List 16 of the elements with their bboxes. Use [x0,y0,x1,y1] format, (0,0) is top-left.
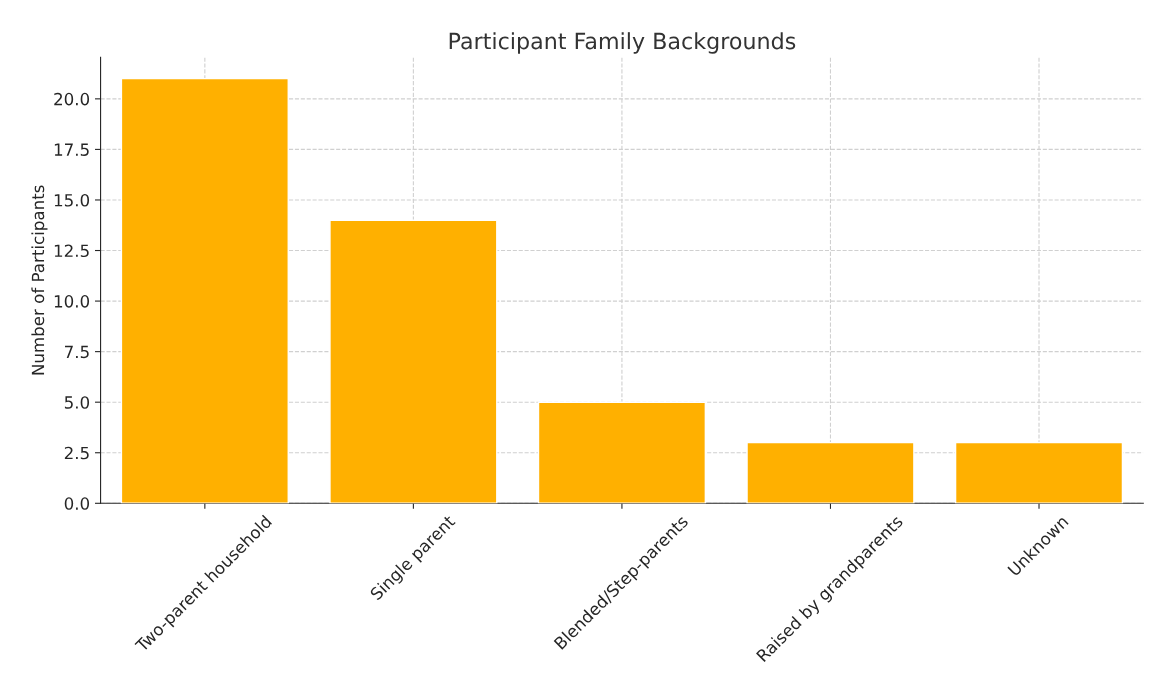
bar [746,441,915,504]
chart-title: Participant Family Backgrounds [449,32,796,54]
bar [954,441,1124,504]
y-tick-label: 5.0 [64,396,90,409]
y-tick-label: 20.0 [54,92,90,106]
y-tick-label: 2.5 [64,446,89,460]
bar [329,219,498,504]
y-tick-label: 7.5 [65,345,89,359]
bar [120,77,289,504]
y-tick-label: 0.0 [64,497,90,510]
y-tick-label: 12.5 [54,244,89,258]
y-tick-label: 15.0 [54,193,90,207]
y-tick-label: 10.0 [54,295,90,308]
y-axis-title: Number of Participants [31,185,48,375]
y-tick-label: 17.5 [54,143,89,156]
bar [537,401,707,504]
